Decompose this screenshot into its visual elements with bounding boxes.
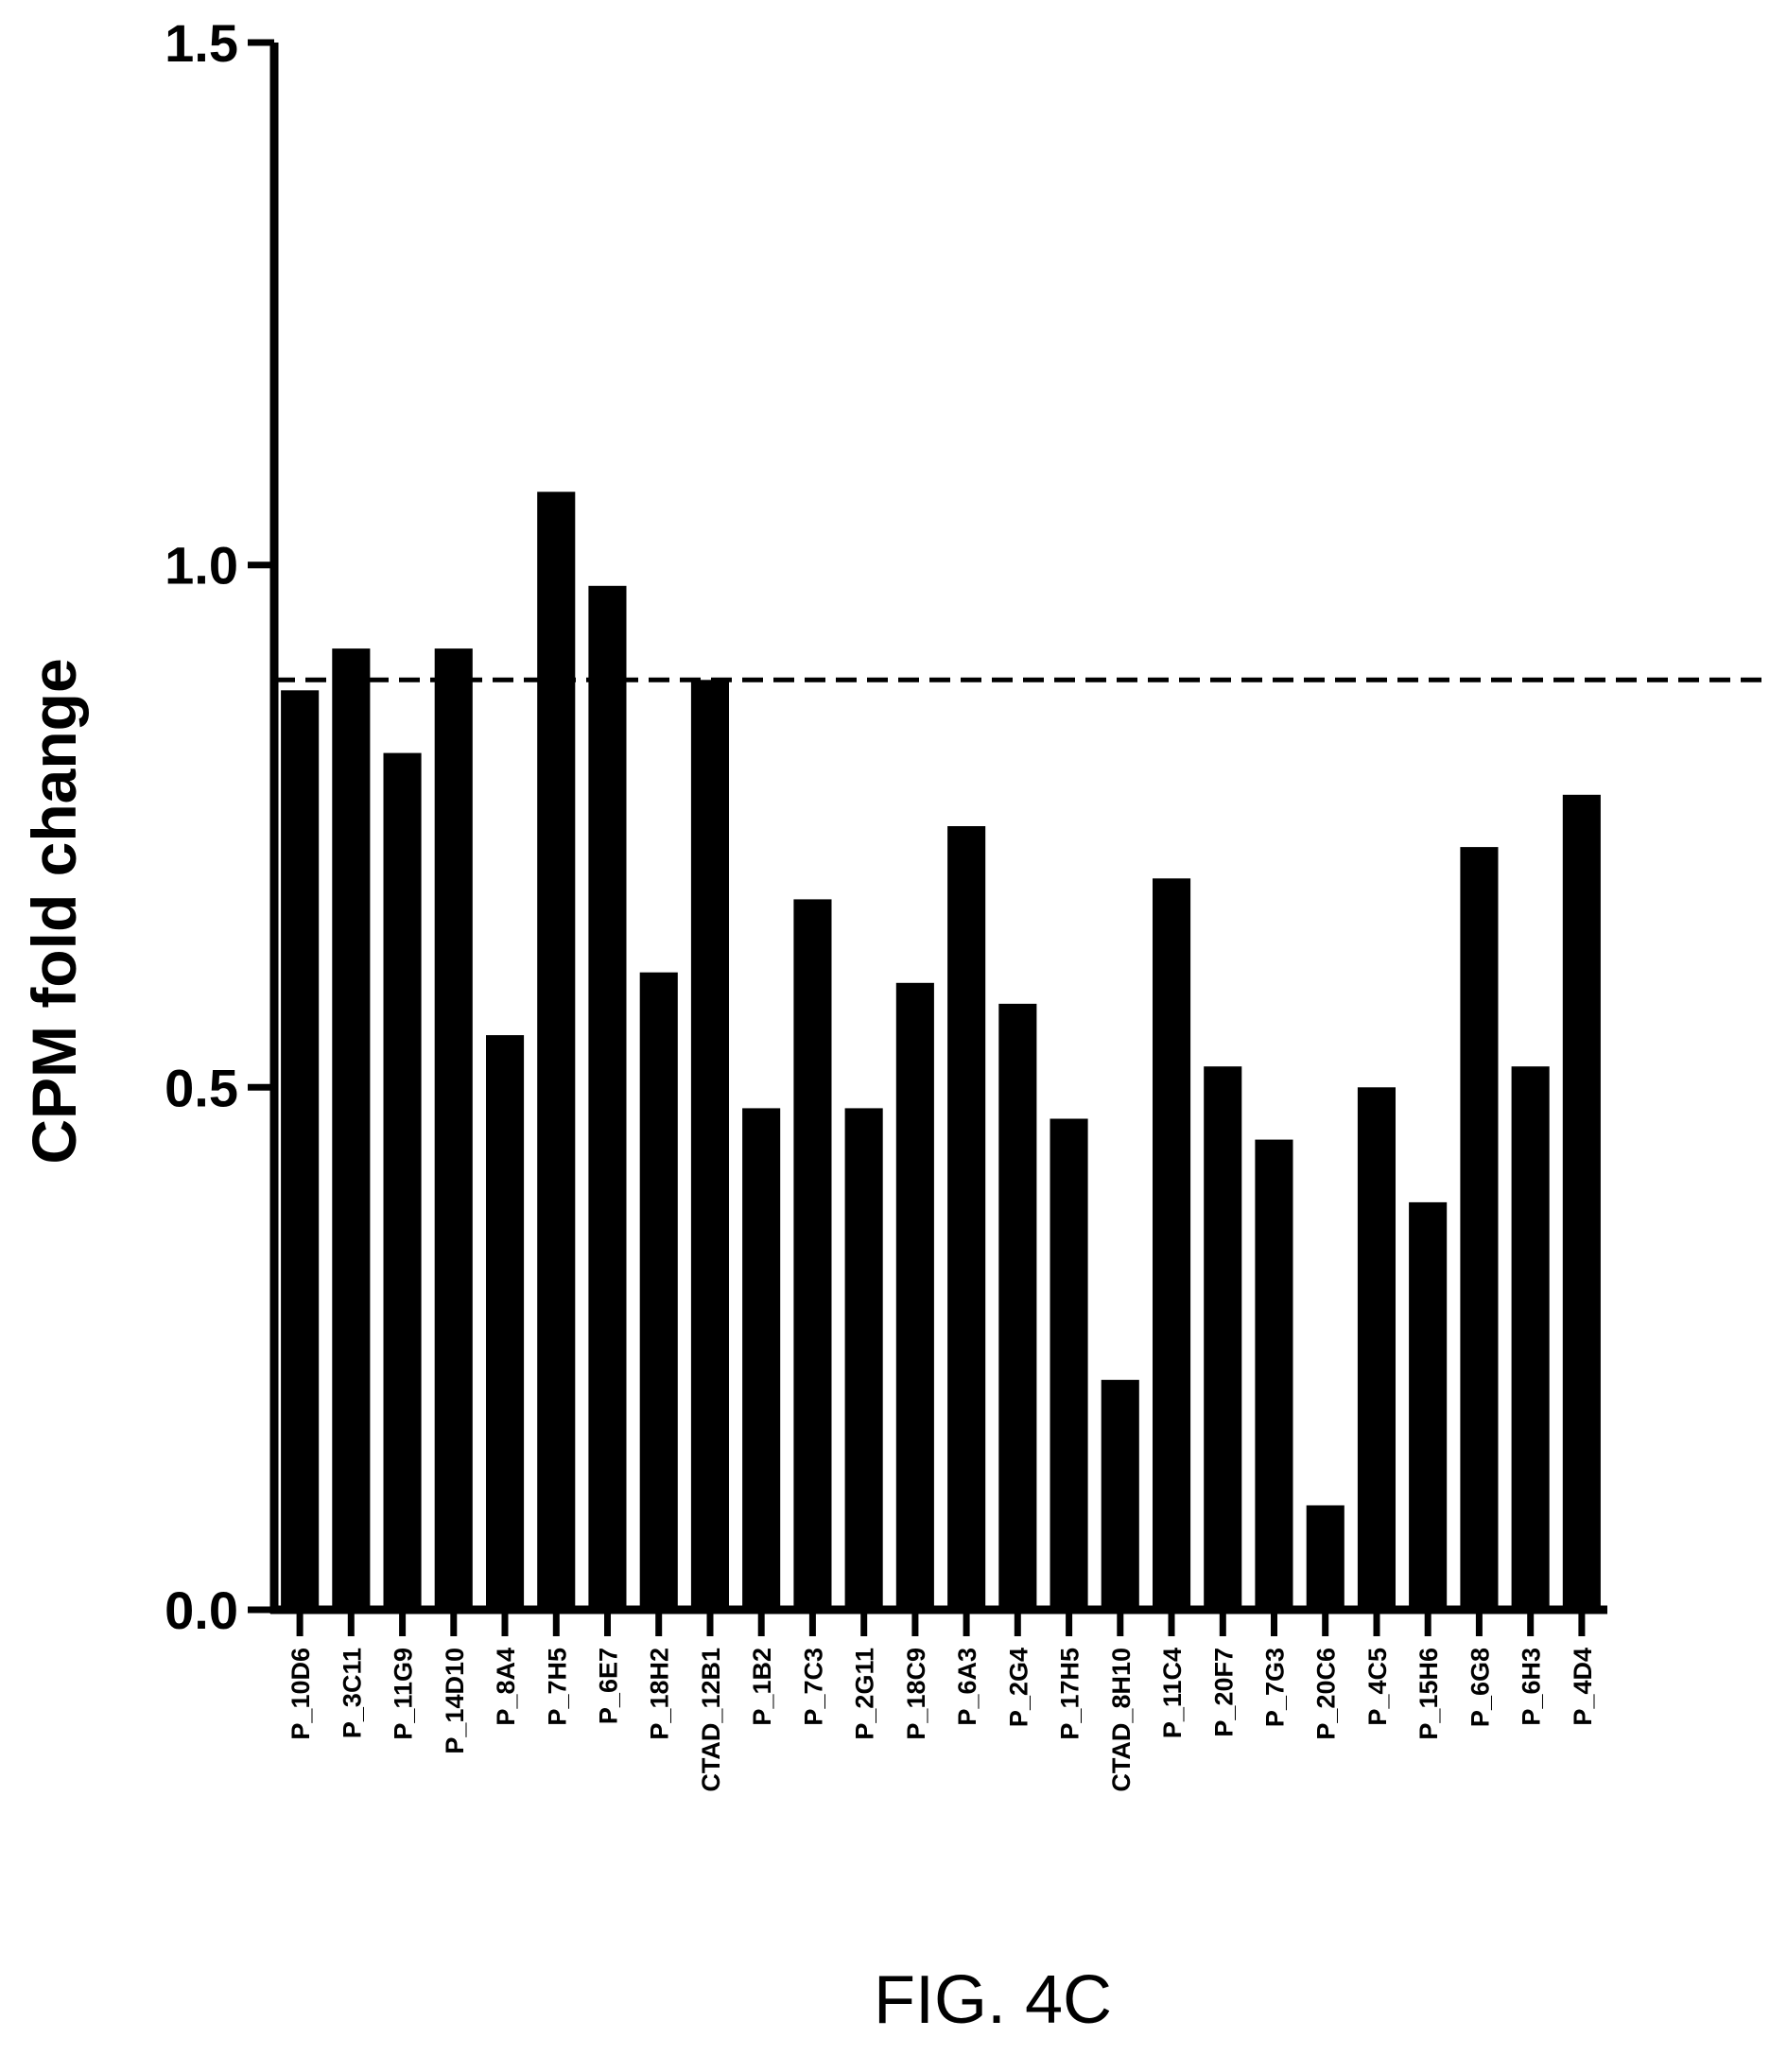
x-tick-label: P_6H3 bbox=[1518, 1648, 1546, 1726]
x-tick-label: P_6A3 bbox=[953, 1648, 981, 1726]
x-ticks-group: P_10D6 P_3C11 P_11G9 P_14D10 P_8A4 P_7H5 P_6E7… bbox=[286, 1610, 1597, 1792]
bar-P_7G3 bbox=[1255, 1139, 1293, 1610]
x-tick-label: P_1B2 bbox=[748, 1648, 776, 1726]
bar-P_7H5 bbox=[537, 492, 576, 1610]
x-tick-label: P_2G11 bbox=[851, 1648, 879, 1740]
y-tick-label: 0.0 bbox=[165, 1580, 238, 1640]
x-tick-label: P_8A4 bbox=[492, 1648, 520, 1726]
figure-caption: FIG. 4C bbox=[874, 1962, 1112, 2038]
x-tick-label: P_4C5 bbox=[1363, 1648, 1392, 1726]
bar-P_18C9 bbox=[895, 982, 934, 1610]
x-tick-label: P_7H5 bbox=[543, 1648, 571, 1726]
y-axis-label: CPM fold change bbox=[19, 658, 89, 1164]
x-tick-label: P_10D6 bbox=[286, 1648, 315, 1740]
x-tick-label: P_6G8 bbox=[1466, 1648, 1494, 1727]
bar-P_6A3 bbox=[947, 826, 986, 1610]
x-tick-label: P_15H6 bbox=[1414, 1648, 1443, 1740]
bar-P_4D4 bbox=[1562, 794, 1601, 1610]
bars-group bbox=[281, 492, 1601, 1610]
bar-P_20C6 bbox=[1306, 1505, 1345, 1610]
x-tick-label: CTAD_12B1 bbox=[697, 1648, 725, 1792]
x-tick-label: P_20F7 bbox=[1209, 1648, 1238, 1737]
x-tick-label: P_6E7 bbox=[595, 1648, 623, 1724]
x-tick-label: P_17H5 bbox=[1056, 1648, 1084, 1740]
bar-P_20F7 bbox=[1204, 1066, 1242, 1610]
x-tick-label: P_14D10 bbox=[441, 1648, 469, 1754]
y-tick-label: 0.5 bbox=[165, 1058, 238, 1117]
x-tick-label: P_11G9 bbox=[390, 1648, 418, 1740]
bar-P_11G9 bbox=[383, 752, 422, 1610]
bar-P_10D6 bbox=[281, 690, 320, 1610]
bar-P_11C4 bbox=[1153, 878, 1191, 1610]
bar-P_4C5 bbox=[1357, 1087, 1396, 1610]
bar-P_6E7 bbox=[588, 585, 627, 1610]
x-tick-label: P_2G4 bbox=[1004, 1648, 1032, 1727]
bar-P_14D10 bbox=[434, 648, 473, 1610]
bar-P_15H6 bbox=[1409, 1201, 1448, 1610]
x-tick-label: P_18C9 bbox=[902, 1648, 930, 1740]
x-tick-label: P_7C3 bbox=[799, 1648, 827, 1726]
x-tick-label: CTAD_8H10 bbox=[1107, 1648, 1136, 1792]
bar-CTAD_8H10 bbox=[1101, 1379, 1139, 1610]
bar-P_8A4 bbox=[486, 1035, 525, 1610]
bar-P_18H2 bbox=[639, 972, 678, 1610]
bar-P_17H5 bbox=[1050, 1118, 1088, 1610]
x-tick-label: P_3C11 bbox=[338, 1648, 366, 1738]
bar-P_2G11 bbox=[844, 1108, 883, 1610]
x-tick-label: P_18H2 bbox=[646, 1648, 674, 1740]
y-tick-label: 1.5 bbox=[165, 13, 238, 73]
bar-CTAD_12B1 bbox=[690, 680, 729, 1610]
bar-P_2G4 bbox=[998, 1003, 1037, 1610]
axes-group bbox=[269, 43, 1607, 1614]
x-tick-label: P_4D4 bbox=[1569, 1648, 1597, 1726]
x-tick-label: P_11C4 bbox=[1158, 1648, 1187, 1738]
bar-P_7C3 bbox=[793, 899, 832, 1610]
y-ticks-group: 0.0 0.5 1.0 1.5 bbox=[165, 13, 274, 1640]
y-tick-label: 1.0 bbox=[165, 536, 238, 596]
bar-P_1B2 bbox=[742, 1108, 781, 1610]
bar-P_6H3 bbox=[1511, 1066, 1550, 1610]
x-tick-label: P_7G3 bbox=[1261, 1648, 1290, 1727]
bar-P_6G8 bbox=[1460, 847, 1499, 1610]
x-tick-label: P_20C6 bbox=[1312, 1648, 1341, 1740]
bar-P_3C11 bbox=[332, 648, 371, 1610]
